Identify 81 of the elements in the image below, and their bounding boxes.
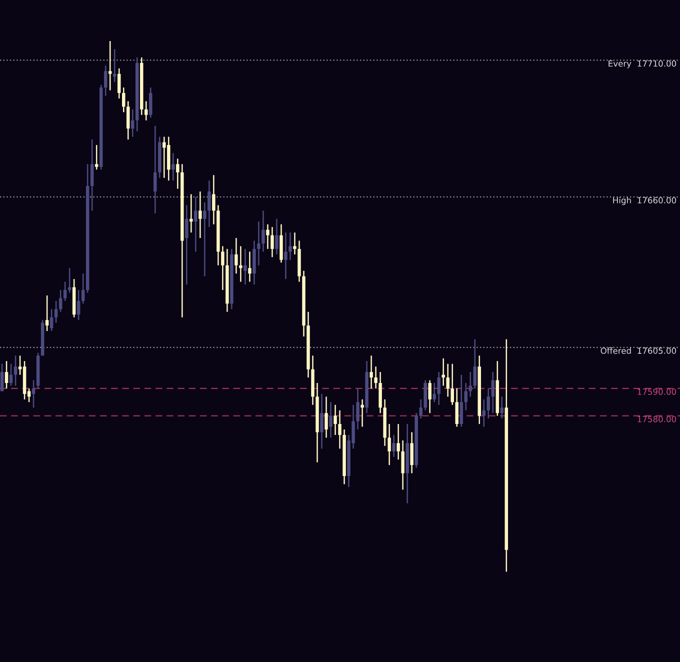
candlestick: [428, 380, 432, 414]
candlestick: [14, 354, 18, 386]
candlestick: [257, 220, 260, 266]
ref-line-label: 17580.00: [638, 416, 676, 422]
candlestick: [482, 398, 486, 428]
candlestick: [370, 354, 373, 390]
candlestick: [212, 174, 216, 225]
candlestick: [104, 65, 108, 96]
candlestick: [284, 232, 288, 280]
candlestick: [464, 382, 468, 411]
candlestick: [154, 125, 157, 214]
candlestick: [203, 202, 206, 277]
candlestick: [122, 86, 126, 113]
candlestick: [81, 272, 85, 304]
candlestick: [32, 380, 36, 408]
candlestick: [491, 371, 495, 414]
candlestick: [108, 40, 112, 91]
candlestick: [131, 108, 134, 138]
candlestick: [63, 281, 67, 302]
candlestick: [442, 358, 445, 386]
candlestick: [500, 396, 504, 420]
candlestick: [338, 410, 342, 450]
candlestick: [266, 224, 270, 250]
candlestick: [126, 100, 130, 140]
candlestick: [221, 246, 224, 291]
candlestick: [293, 232, 296, 256]
candlestick: [244, 248, 247, 286]
candlestick: [0, 363, 4, 392]
candlestick: [50, 308, 54, 332]
ref-line-label: Every 17710.00: [608, 60, 676, 68]
candlestick: [437, 371, 440, 406]
candlestick: [374, 366, 378, 390]
candlestick: [275, 218, 278, 256]
candlestick: [410, 432, 414, 474]
candlestick: [194, 196, 198, 252]
candlestick: [45, 294, 49, 332]
candlestick: [473, 338, 476, 390]
candlestick: [4, 360, 8, 390]
candlestick: [68, 267, 72, 294]
candlestick: [208, 180, 211, 228]
candlestick: [401, 440, 404, 490]
ref-line-label: Offered 17605.00: [600, 347, 676, 354]
candlestick: [149, 86, 152, 118]
candlestick: [270, 226, 274, 258]
candlestick: [446, 363, 450, 398]
candlestick: [329, 402, 332, 438]
candlestick: [248, 251, 252, 282]
candlestick: [76, 289, 80, 321]
candlestick: [198, 190, 202, 239]
candlestick: [396, 423, 400, 460]
candlestick: [455, 388, 458, 428]
candlestick: [468, 371, 472, 398]
candlestick: [185, 204, 188, 286]
candlestick: [234, 237, 238, 274]
candlestick: [144, 100, 148, 121]
candlestick: [172, 152, 175, 182]
candlestick: [486, 388, 490, 420]
candlestick: [419, 398, 422, 420]
candlestick: [388, 423, 391, 466]
candlestick: [90, 138, 94, 212]
candlestick: [58, 289, 62, 312]
candlestick: [54, 300, 58, 324]
candlestick: [324, 396, 328, 438]
candlestick: [190, 194, 193, 234]
ref-line-label: High 17660.00: [613, 196, 676, 206]
candlestick: [450, 363, 454, 406]
candlestick: [94, 144, 98, 170]
candlestick: [320, 393, 324, 450]
candlestick: [288, 232, 292, 260]
candlestick: [392, 434, 396, 458]
candlestick: [239, 246, 242, 282]
candlestick: [117, 68, 121, 100]
ref-line-label: 17590.00: [638, 388, 676, 395]
candlestick: [176, 158, 180, 190]
candlestick: [360, 398, 364, 428]
candlestick: [334, 404, 337, 436]
candlestick: [432, 382, 436, 403]
candlestick: [460, 374, 463, 428]
candlestick: [356, 388, 360, 430]
candlestick: [262, 210, 265, 252]
candlestick: [9, 363, 13, 386]
